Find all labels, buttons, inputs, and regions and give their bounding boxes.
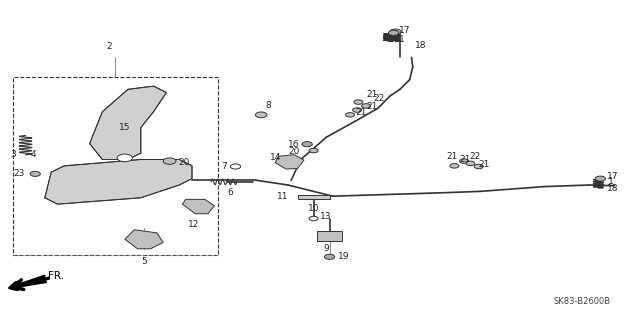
Polygon shape [45,160,192,204]
Circle shape [450,164,459,168]
Polygon shape [125,230,163,249]
Bar [317,231,342,241]
Text: 3: 3 [10,150,16,159]
Text: 21: 21 [447,152,458,161]
Polygon shape [182,199,214,214]
Circle shape [309,148,318,153]
Text: 8: 8 [266,101,271,110]
Text: 20: 20 [288,147,300,156]
Text: SK83-B2600B: SK83-B2600B [554,297,611,306]
Text: 22: 22 [469,152,481,161]
Text: 5: 5 [141,257,147,266]
Text: 17: 17 [399,26,410,35]
Circle shape [466,161,475,166]
Text: 1: 1 [608,177,614,186]
Text: 12: 12 [188,220,199,229]
Text: 2: 2 [106,42,111,51]
Text: 23: 23 [13,169,24,178]
Circle shape [354,100,363,104]
Bar [13,77,218,255]
Circle shape [30,171,40,176]
Circle shape [460,159,468,163]
Text: 4: 4 [31,150,36,159]
Polygon shape [275,155,304,169]
Circle shape [362,104,371,108]
Text: 21: 21 [355,108,367,117]
Polygon shape [90,86,166,160]
Text: 11: 11 [276,192,288,201]
Circle shape [117,154,132,162]
Text: 16: 16 [288,140,300,149]
Text: 22: 22 [373,94,385,103]
Text: 7: 7 [221,162,227,171]
Text: 18: 18 [607,184,618,193]
Circle shape [302,142,312,147]
Circle shape [230,164,241,169]
Circle shape [474,164,483,169]
Text: 17: 17 [607,172,618,181]
Text: 21: 21 [460,155,471,164]
Circle shape [163,158,176,164]
Text: 9: 9 [324,244,329,253]
Circle shape [255,112,267,118]
Text: 1: 1 [399,35,404,44]
Text: 14: 14 [270,153,282,162]
Text: 20: 20 [178,158,189,167]
Circle shape [353,108,362,112]
Circle shape [324,254,335,259]
Circle shape [595,176,605,181]
Text: 6: 6 [228,188,233,197]
Text: 18: 18 [415,41,426,50]
Text: 21: 21 [366,90,378,99]
Text: 13: 13 [320,212,332,221]
Text: 21: 21 [366,102,378,111]
Text: 10: 10 [308,204,319,213]
Circle shape [388,30,399,35]
Text: 19: 19 [338,252,349,261]
Polygon shape [298,195,330,199]
Text: 21: 21 [479,160,490,169]
Circle shape [346,113,355,117]
Circle shape [309,216,318,221]
Text: FR.: FR. [48,271,64,281]
Text: 15: 15 [119,123,131,132]
Circle shape [390,29,401,35]
